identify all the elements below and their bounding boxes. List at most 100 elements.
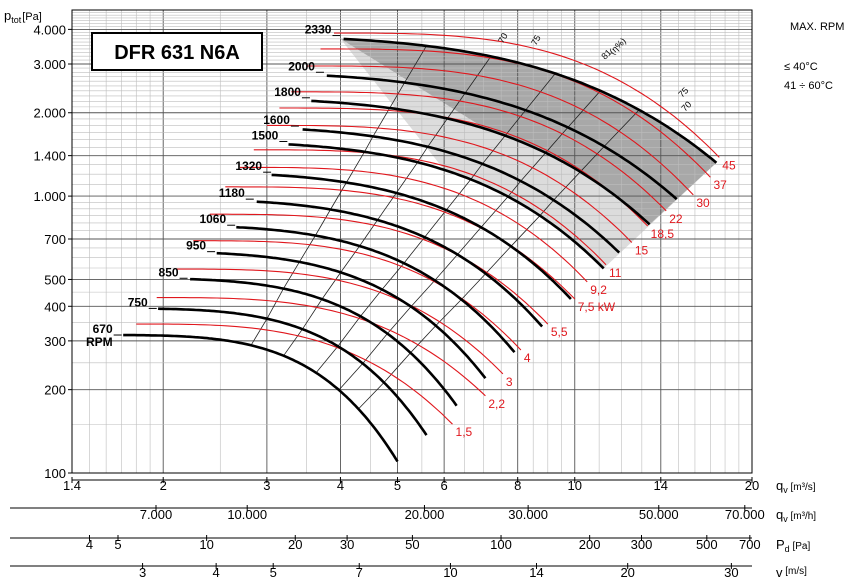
bottom-tick-label: 50 (405, 537, 419, 552)
efficiency-label: 75 (529, 33, 543, 47)
power-curve-3 (175, 268, 504, 375)
chart-title: DFR 631 N6A (114, 42, 240, 64)
rpm-curve-950 (216, 251, 487, 380)
rpm-curve-850 (190, 277, 458, 407)
bottom-tick-label: 6 (441, 478, 448, 493)
efficiency-line (283, 56, 492, 356)
rpm-curve-2330 (343, 37, 718, 164)
power-curve-11 (253, 149, 607, 266)
efficiency-line (315, 73, 556, 374)
shaded-zone-dark (340, 38, 717, 225)
rpm-unit-label: RPM (86, 335, 113, 349)
bottom-tick-label: 5 (394, 478, 401, 493)
temp-note-2: 41 ÷ 60°C (784, 80, 833, 92)
bottom-tick-label: 3 (263, 478, 270, 493)
power-label: 3 (506, 375, 513, 389)
bottom-tick-label: 30 (340, 537, 354, 552)
power-label: 37 (713, 178, 727, 192)
bottom-tick-label: 700 (739, 537, 761, 552)
power-label: 18,5 (651, 227, 675, 241)
power-curve-18,5 (279, 107, 649, 227)
temp-note-1: ≤ 40°C (784, 61, 818, 73)
bottom-axis-title: qv [m³/h] (776, 507, 816, 524)
bottom-tick-label: 5 (270, 565, 277, 580)
power-curve-30 (306, 65, 694, 196)
power-label: 5,5 (551, 325, 568, 339)
efficiency-line (338, 90, 601, 391)
bottom-tick-label: 10 (568, 478, 582, 493)
bottom-tick-label: 30.000 (508, 507, 548, 522)
rpm-label-850: 850 (159, 265, 179, 279)
power-curve-5,5 (209, 213, 549, 325)
rpm-label-1180: 1180 (219, 186, 245, 200)
rpm-curve-1600 (302, 128, 621, 254)
bottom-tick-label: 50.000 (639, 507, 679, 522)
rpm-label-2000: 2000 (288, 59, 315, 73)
y-tick-label: 100 (44, 466, 66, 481)
rpm-curve-1320 (271, 173, 572, 300)
bottom-tick-label: 10.000 (227, 507, 267, 522)
y-tick-label: 3.000 (33, 57, 66, 72)
bottom-tick-label: 2 (160, 478, 167, 493)
power-curve-1,5 (136, 323, 453, 425)
power-label: 11 (609, 266, 622, 280)
bottom-tick-label: 1.4 (63, 478, 81, 493)
power-label: 22 (669, 212, 683, 226)
y-tick-label: 1.000 (33, 189, 66, 204)
bottom-tick-label: 70.000 (725, 507, 765, 522)
y-tick-label: 300 (44, 334, 66, 349)
max-rpm-note: MAX. RPM (790, 21, 844, 33)
rpm-label-950: 950 (186, 239, 206, 253)
bottom-axis-title: Pd [Pa] (776, 537, 810, 554)
power-curve-4 (193, 240, 522, 351)
bottom-tick-label: 30 (724, 565, 738, 580)
power-curve-22 (291, 91, 667, 212)
bottom-tick-label: 14 (654, 478, 668, 493)
bottom-tick-label: 500 (696, 537, 718, 552)
bottom-tick-label: 20.000 (405, 507, 445, 522)
power-curve-9,2 (239, 166, 588, 283)
efficiency-line (250, 45, 427, 346)
bottom-tick-label: 4 (337, 478, 344, 493)
rpm-curves (123, 37, 718, 463)
power-label: 15 (635, 243, 649, 257)
rpm-curve-2000 (326, 74, 678, 201)
bottom-tick-label: 7.000 (140, 507, 173, 522)
bottom-axis-title: qv [m³/s] (776, 478, 816, 495)
rpm-curve-670 (123, 333, 399, 463)
power-label: 4 (524, 351, 531, 365)
rpm-label-1320: 1320 (235, 159, 262, 173)
y-tick-label: 400 (44, 299, 66, 314)
power-curve-45 (334, 32, 720, 158)
bottom-tick-label: 200 (579, 537, 601, 552)
rpm-curve-750 (158, 307, 428, 436)
y-tick-label: 4.000 (33, 22, 66, 37)
rpm-curve-1060 (236, 225, 516, 354)
bottom-tick-label: 300 (631, 537, 653, 552)
axes: 100 200 300 400 500 700 1.000 1.400 2.000 3.000 4.… (10, 9, 816, 580)
plot-frame (71, 9, 753, 474)
y-tick-label: 500 (44, 272, 66, 287)
rpm-curve-1800 (311, 99, 651, 226)
bottom-tick-label: 20 (288, 537, 302, 552)
rpm-label-1500: 1500 (252, 128, 279, 142)
bottom-axis-title: v [m/s] (776, 565, 807, 580)
power-label: 45 (722, 158, 736, 172)
bottom-tick-label: 14 (529, 565, 543, 580)
y-tick-label: 2.000 (33, 106, 66, 121)
bottom-tick-label: 20 (745, 478, 759, 493)
rpm-label-1060: 1060 (199, 212, 226, 226)
rpm-label-1600: 1600 (263, 113, 290, 127)
y-tick-label: 1.400 (33, 149, 66, 164)
bottom-tick-label: 8 (514, 478, 521, 493)
bottom-tick-label: 10 (199, 537, 213, 552)
rpm-label-670: 670 (93, 322, 113, 336)
title-box (91, 32, 263, 71)
power-curve-15 (266, 124, 633, 243)
rpm-curve-1180 (256, 200, 544, 328)
power-curve-2,2 (156, 297, 486, 397)
power-label: 30 (696, 196, 710, 210)
bottom-tick-label: 20 (620, 565, 634, 580)
